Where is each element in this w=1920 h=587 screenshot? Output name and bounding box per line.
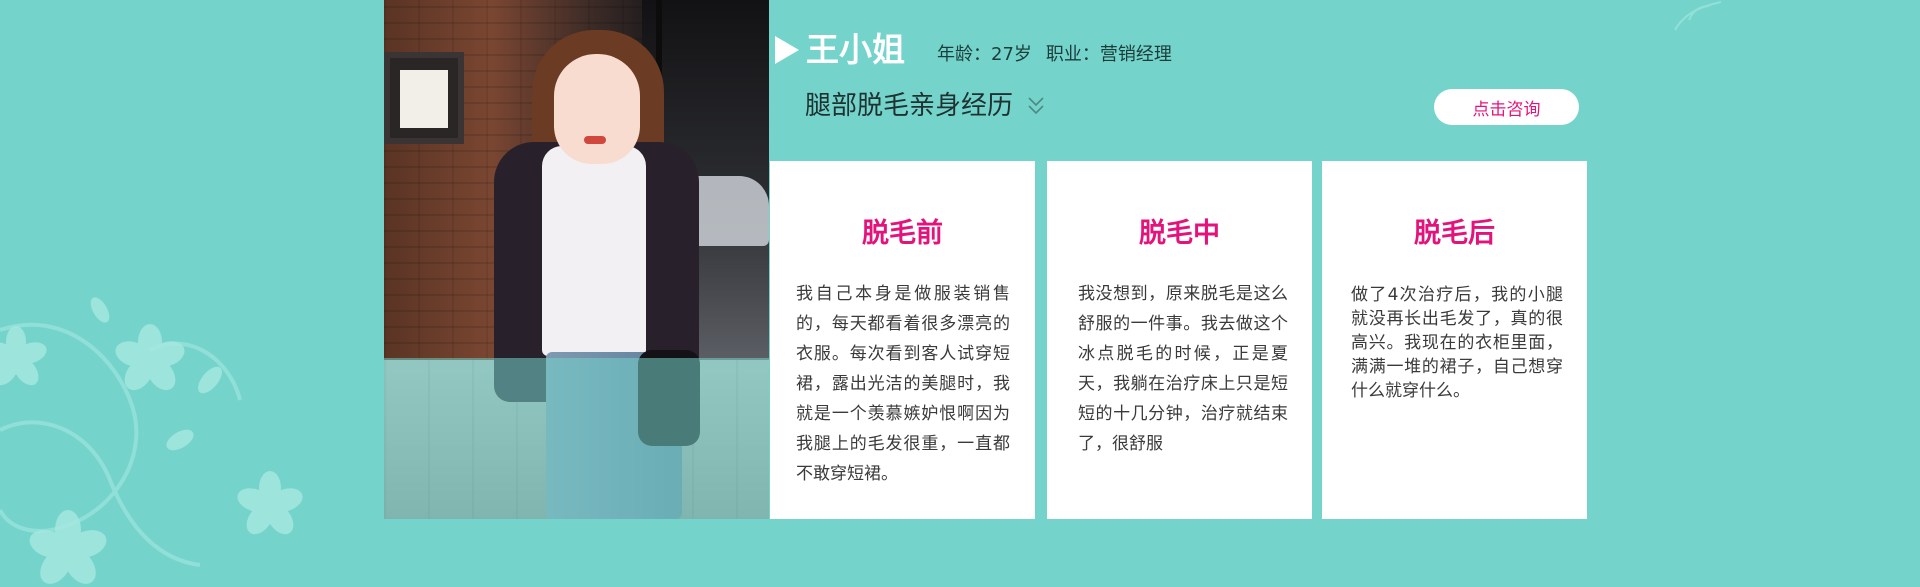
- stage-title: 脱毛中: [1139, 218, 1220, 249]
- client-meta: 年龄：27岁 职业：营销经理: [937, 43, 1172, 67]
- stage-card-before: 脱毛前 我自己本身是做服装销售的，每天都看着很多漂亮的衣服。每次看到客人试穿短裙…: [770, 161, 1035, 519]
- stage-text: 做了4次治疗后，我的小腿就没再长出毛发了，真的很高兴。我现在的衣柜里面，满满一堆…: [1351, 285, 1563, 401]
- consult-button[interactable]: 点击咨询: [1434, 89, 1579, 125]
- triangle-right-icon: [775, 36, 799, 64]
- section-heading: 腿部脱毛亲身经历: [805, 91, 1014, 121]
- client-job: 职业：营销经理: [1045, 44, 1172, 65]
- stage-card-during: 脱毛中 我没想到，原来脱毛是这么舒服的一件事。我去做这个冰点脱毛的时候，正是夏天…: [1047, 161, 1312, 519]
- stage-title: 脱毛后: [1414, 218, 1495, 249]
- leaf-decoration: [1674, 1, 1722, 31]
- client-age: 年龄：27岁: [937, 44, 1032, 65]
- double-chevron-down-icon: [1028, 97, 1044, 115]
- stage-text: 我自己本身是做服装销售的，每天都看着很多漂亮的衣服。每次看到客人试穿短裙，露出光…: [796, 284, 1010, 484]
- testimonial-photo: [384, 0, 769, 519]
- stage-card-after: 脱毛后 做了4次治疗后，我的小腿就没再长出毛发了，真的很高兴。我现在的衣柜里面，…: [1322, 161, 1587, 519]
- client-name: 王小姐: [806, 30, 905, 69]
- floral-decoration: [0, 297, 303, 584]
- stage-title: 脱毛前: [862, 218, 943, 249]
- stage-text: 我没想到，原来脱毛是这么舒服的一件事。我去做这个冰点脱毛的时候，正是夏天，我躺在…: [1078, 284, 1288, 454]
